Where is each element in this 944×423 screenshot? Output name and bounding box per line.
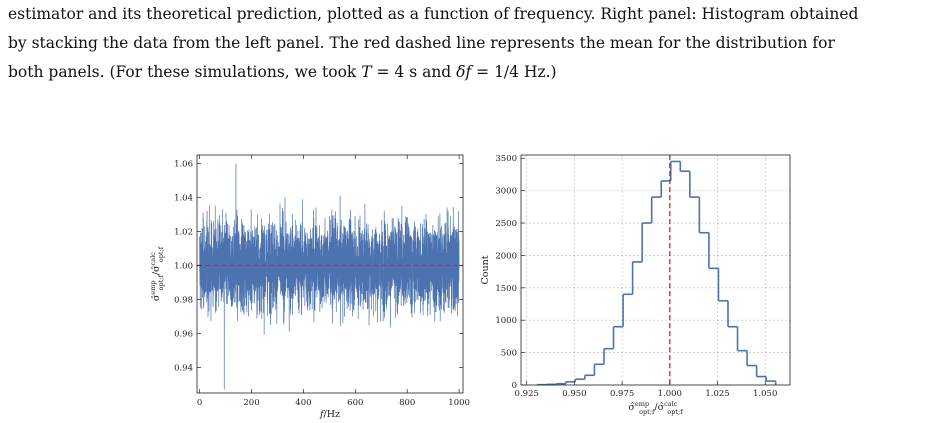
- x-tick-label: 600: [347, 398, 363, 408]
- y-axis-label: σ̂empopt;f/σ̂calcopt;f: [149, 246, 165, 301]
- y-tick-label: 500: [501, 349, 517, 359]
- right-panel: 0.925 0.950 0.975 1.000 1.025 1.050 0 500 1000 15…: [480, 154, 791, 416]
- x-tick-label: 0: [197, 398, 202, 408]
- caption-line-2: by stacking the data from the left panel…: [8, 34, 835, 52]
- left-panel: 0 200 400 600 800 1000 0.94 0.96 0.98 1.00 1.02 1.0…: [149, 154, 470, 420]
- x-tick-label: 400: [295, 398, 311, 408]
- y-tick-label: 3500: [495, 154, 517, 164]
- y-tick-label: 1500: [495, 284, 517, 294]
- caption-line-3: both panels. (For these simulations, we …: [8, 63, 557, 81]
- x-tick-label: 1.050: [753, 389, 777, 399]
- series-line: [199, 163, 460, 390]
- y-tick-label: 2500: [495, 219, 517, 229]
- x-tick-label: 1000: [448, 398, 470, 408]
- figure-caption: estimator and its theoretical prediction…: [8, 0, 938, 87]
- x-tick-label: 0.925: [515, 389, 539, 399]
- y-tick-label: 2000: [495, 251, 517, 261]
- x-tick-label: 0.950: [562, 389, 586, 399]
- y-tick-label: 0.98: [174, 296, 193, 306]
- caption-line-1: estimator and its theoretical prediction…: [8, 5, 859, 23]
- y-tick-label: 1.02: [174, 228, 193, 238]
- x-tick-label: 800: [399, 398, 415, 408]
- x-tick-label: 200: [243, 398, 259, 408]
- axes-frame: [196, 154, 464, 394]
- x-tick-label: 0.975: [610, 389, 634, 399]
- y-tick-label: 0: [512, 381, 517, 391]
- y-tick-label: 1.00: [174, 262, 193, 272]
- axes-frame: [520, 154, 791, 386]
- y-tick-label: 0.94: [174, 364, 193, 374]
- y-tick-label: 1.04: [174, 194, 193, 204]
- y-tick-label: 0.96: [174, 330, 193, 340]
- y-tick-label: 1000: [495, 316, 517, 326]
- x-axis-label: f/Hz: [319, 409, 340, 420]
- x-tick-label: 1.025: [705, 389, 729, 399]
- y-tick-label: 1.06: [174, 160, 193, 170]
- x-tick-label: 1.000: [658, 389, 682, 399]
- y-tick-label: 3000: [495, 187, 517, 197]
- y-axis-label: Count: [480, 255, 491, 284]
- x-axis-label: σ̂emp opt;f/σ̂calc opt;f: [628, 400, 683, 416]
